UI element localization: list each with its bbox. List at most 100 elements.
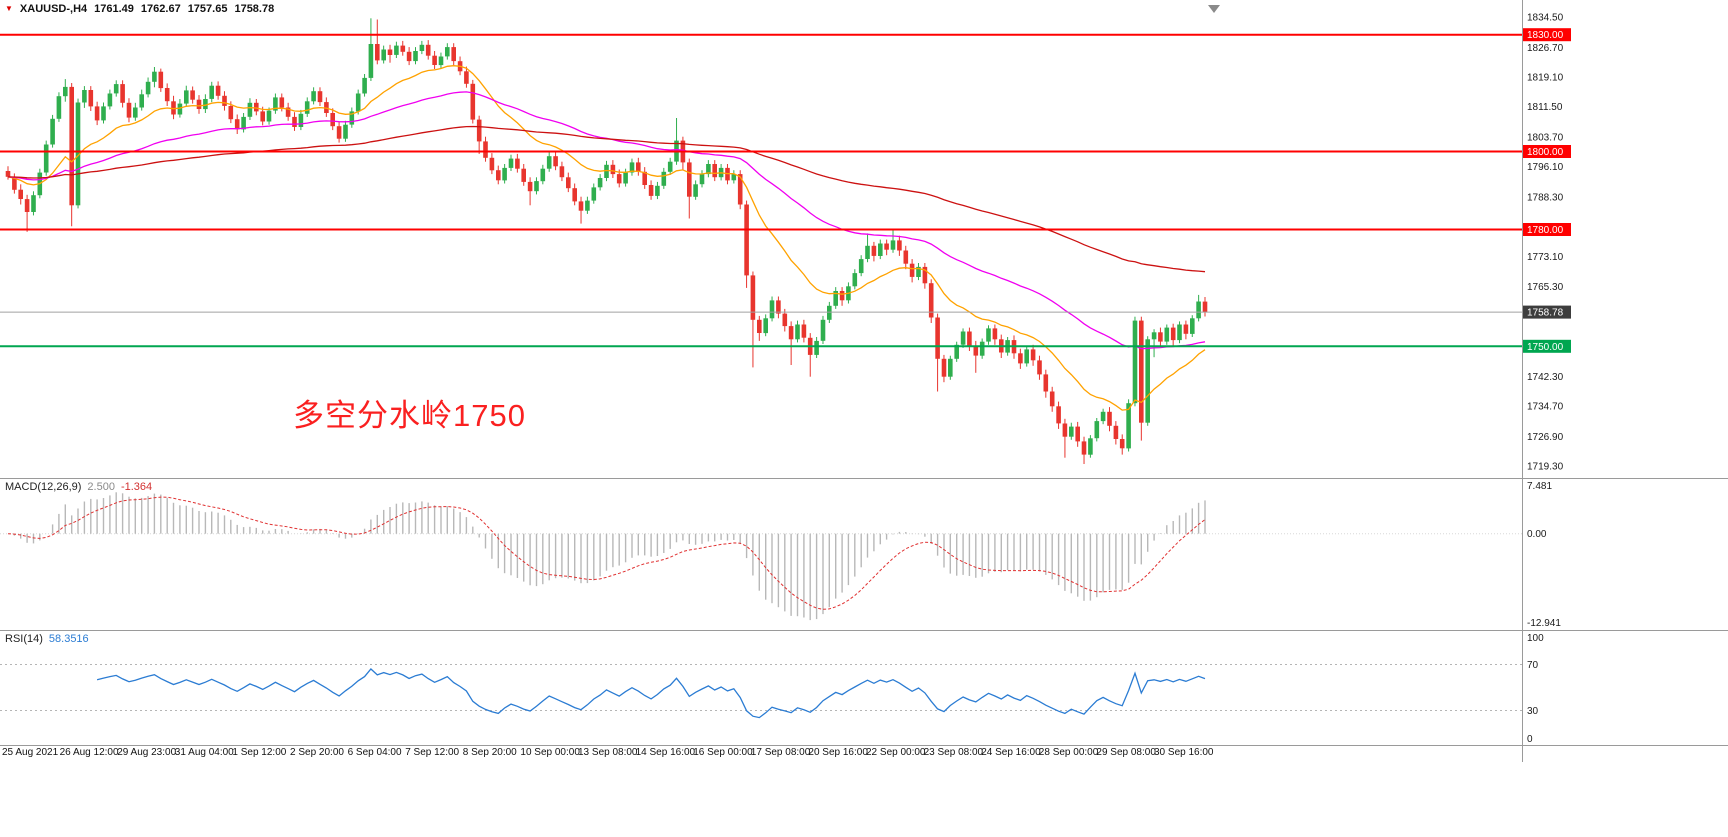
candle-body <box>101 106 106 121</box>
candle-body <box>979 341 985 356</box>
panel-separator-timeaxis <box>0 745 1728 746</box>
candle-body <box>890 240 896 250</box>
candle-body <box>1119 439 1125 449</box>
candle-body <box>247 102 253 117</box>
candle-body <box>1164 327 1170 342</box>
candle-body <box>368 44 374 78</box>
candle-body <box>986 328 991 342</box>
candle-body <box>967 331 972 346</box>
chart-canvas[interactable]: 1834.50 1826.70 1819.10 1811.50 1803.70 1796.… <box>0 0 1728 762</box>
candle-body <box>209 85 214 99</box>
candle-body <box>534 181 539 192</box>
candle-body <box>667 161 673 172</box>
ma-line-18 <box>7 65 1206 411</box>
candle-body <box>133 107 138 118</box>
candle-body <box>496 170 501 181</box>
rsi-label: RSI(14) <box>5 633 43 645</box>
candle-body <box>336 126 342 139</box>
candle-body <box>687 162 692 197</box>
candle-body <box>158 71 164 89</box>
candle-body <box>827 305 832 320</box>
candle-body <box>750 275 756 320</box>
time-axis-label: 7 Sep 12:00 <box>405 747 460 758</box>
candle-body <box>553 156 558 167</box>
candle-body <box>31 195 36 212</box>
time-axis[interactable]: 25 Aug 2021 26 Aug 12:00 29 Aug 23:00 31 Au… <box>0 747 1522 763</box>
candle-body <box>24 199 30 212</box>
candle-body <box>451 47 456 62</box>
candle-body <box>954 344 959 359</box>
macd-histogram <box>13 492 1206 621</box>
candle-body <box>706 164 711 175</box>
candle-body <box>126 102 132 118</box>
time-axis-label: 29 Sep 08:00 <box>1096 747 1156 758</box>
price-axis-label: 1765.30 <box>1527 282 1564 293</box>
candle-body <box>266 110 272 122</box>
candle-body <box>425 44 431 56</box>
candle-body <box>279 97 285 108</box>
candle-body <box>1139 320 1144 423</box>
candle-body <box>419 44 425 51</box>
candle-body <box>355 93 361 112</box>
candle-body <box>788 326 794 340</box>
candle-body <box>260 111 265 122</box>
candle-body <box>298 113 304 127</box>
ohlc-open: 1761.49 <box>94 3 134 15</box>
candle-body <box>757 319 762 333</box>
candle-body <box>12 176 17 190</box>
candle-body <box>43 144 49 173</box>
candle-body <box>1190 318 1195 334</box>
price-box-1800.00 <box>1523 145 1571 158</box>
price-axis-border[interactable] <box>1522 0 1523 762</box>
candle-body <box>1145 339 1150 423</box>
macd-header: MACD(12,26,9) 2.500 -1.364 <box>5 481 152 493</box>
time-axis-label: 22 Sep 00:00 <box>866 747 926 758</box>
candle-body <box>215 85 221 96</box>
candle-body <box>1018 353 1023 364</box>
candle-body <box>591 187 597 201</box>
candle-body <box>222 95 227 106</box>
time-axis-label: 17 Sep 08:00 <box>750 747 811 758</box>
rsi-value: 58.3516 <box>48 633 89 645</box>
candle-body <box>483 141 488 158</box>
candlestick-series <box>5 18 1208 464</box>
candle-body <box>871 245 877 256</box>
panel-separator-macd[interactable] <box>0 478 1728 479</box>
candle-body <box>973 345 979 356</box>
price-axis-label: 1834.50 <box>1527 13 1564 24</box>
chart-shift-marker-icon[interactable] <box>1208 5 1220 13</box>
macd-signal-line <box>7 496 1206 610</box>
candle-body <box>107 93 113 107</box>
candle-body <box>502 167 507 181</box>
candle-body <box>63 86 68 97</box>
candle-body <box>75 102 81 206</box>
candle-body <box>120 84 125 103</box>
candle-body <box>445 47 450 57</box>
candle-body <box>521 168 526 182</box>
candle-body <box>992 328 998 340</box>
candle-body <box>1177 324 1182 341</box>
candle-body <box>909 263 915 277</box>
price-box-1758.78 <box>1523 305 1571 319</box>
candle-body <box>273 97 278 111</box>
macd-axis-label: 7.481 <box>1527 481 1552 492</box>
candle-body <box>858 259 864 274</box>
candle-body <box>171 101 176 115</box>
candle-body <box>737 174 743 205</box>
candle-body <box>18 189 23 199</box>
ohlc-low: 1757.65 <box>187 3 228 15</box>
price-box-1780.00 <box>1523 223 1571 236</box>
time-axis-label: 25 Aug 2021 <box>2 747 59 758</box>
candle-body <box>839 291 845 301</box>
panel-separator-rsi[interactable] <box>0 630 1728 631</box>
price-box-label: 1830.00 <box>1527 30 1564 41</box>
candle-body <box>566 177 571 189</box>
candle-body <box>546 156 552 169</box>
candle-body <box>152 71 157 82</box>
candle-body <box>897 240 902 251</box>
candle-body <box>585 200 590 211</box>
price-axis-label: 1742.30 <box>1527 372 1564 383</box>
candle-body <box>604 164 609 178</box>
time-axis-label: 30 Sep 16:00 <box>1154 747 1214 758</box>
